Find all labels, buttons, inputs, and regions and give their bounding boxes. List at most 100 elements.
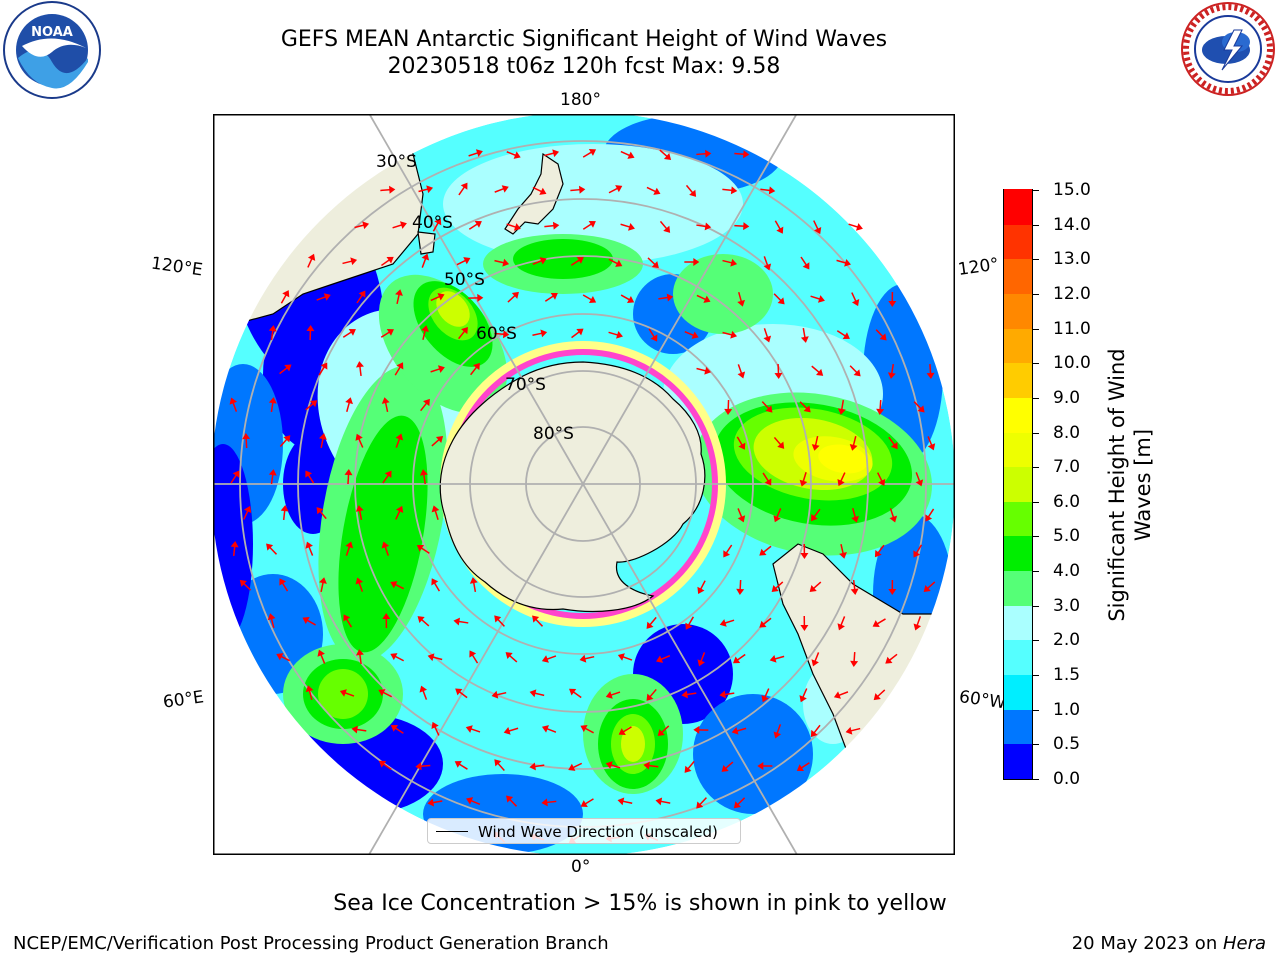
wave-direction-arrow-head xyxy=(399,221,407,229)
wave-direction-arrow-head xyxy=(348,329,356,336)
wave-direction-arrow-head xyxy=(569,688,577,696)
wave-direction-arrow-head xyxy=(816,368,824,376)
wave-direction-arrow-head xyxy=(268,397,277,404)
wave-direction-arrow xyxy=(849,435,858,451)
wave-direction-arrow-head xyxy=(310,400,318,408)
wave-direction-arrow xyxy=(875,329,887,341)
wave-direction-arrow-head xyxy=(421,253,430,261)
wave-direction-arrow xyxy=(419,469,428,485)
wave-direction-arrow xyxy=(342,257,358,266)
wave-direction-arrow-head xyxy=(733,656,741,664)
wave-direction-arrow xyxy=(810,724,821,738)
wave-direction-arrow xyxy=(343,614,353,628)
legend-label: Wind Wave Direction (unscaled) xyxy=(478,823,718,841)
wave-direction-arrow-head xyxy=(578,185,586,194)
wave-direction-arrow xyxy=(316,293,331,301)
wave-direction-arrow xyxy=(837,616,846,631)
lon-label-left-upper: 120°E xyxy=(149,253,204,281)
wave-direction-arrow xyxy=(532,615,544,627)
colorbar-tick-mark xyxy=(1033,709,1039,711)
colorbar-segment xyxy=(1004,224,1032,260)
wave-direction-arrow xyxy=(839,543,847,559)
wave-direction-arrow xyxy=(580,798,594,807)
wave-direction-arrow xyxy=(468,293,484,302)
wave-direction-arrow xyxy=(605,761,621,769)
wave-direction-arrow-head xyxy=(890,442,898,450)
wave-direction-arrow-head xyxy=(355,649,364,656)
wave-direction-arrow-head xyxy=(437,293,445,301)
wave-direction-arrow-head xyxy=(423,398,430,407)
wave-direction-arrow xyxy=(468,221,482,230)
wave-direction-arrow-head xyxy=(540,329,548,338)
wave-direction-arrow-head xyxy=(319,577,327,584)
wave-direction-arrow-head xyxy=(773,515,781,523)
wave-direction-arrow-head xyxy=(925,514,933,522)
wave-direction-arrow-head xyxy=(355,505,364,512)
wave-direction-arrow xyxy=(421,325,429,341)
wave-direction-arrow-head xyxy=(876,408,885,415)
colorbar-tick-label: 9.0 xyxy=(1053,387,1081,408)
wave-direction-arrow-head xyxy=(872,620,880,627)
wave-direction-arrow-head xyxy=(358,290,366,298)
wave-direction-arrow xyxy=(279,435,291,447)
wave-direction-arrow-head xyxy=(320,362,328,370)
wave-direction-arrow-head xyxy=(845,726,853,735)
wave-direction-arrow xyxy=(417,616,430,627)
wave-direction-arrow xyxy=(268,469,277,485)
wave-direction-arrow xyxy=(355,577,364,592)
wave-direction-arrow xyxy=(813,220,822,235)
wave-direction-arrow xyxy=(494,258,510,267)
wave-direction-arrow xyxy=(685,616,694,630)
colorbar-tick-label: 10.0 xyxy=(1053,353,1091,374)
wave-direction-arrow xyxy=(684,331,699,339)
wave-direction-arrow xyxy=(888,436,898,450)
wave-direction-arrow-head xyxy=(552,149,560,158)
meridian-line xyxy=(582,114,798,485)
wave-direction-arrow-head xyxy=(666,293,674,302)
wave-direction-arrow xyxy=(544,221,560,230)
wave-direction-arrow xyxy=(811,652,820,667)
wave-direction-arrow xyxy=(851,508,859,523)
wave-direction-arrow xyxy=(796,762,810,771)
wave-direction-arrow-head xyxy=(362,221,370,230)
wave-direction-arrow xyxy=(617,797,633,806)
colorbar-segment xyxy=(1004,743,1032,779)
wave-direction-arrow xyxy=(390,581,405,590)
wave-direction-arrow-head xyxy=(529,689,537,698)
wave-direction-arrow-head xyxy=(395,505,404,513)
wave-direction-arrow-head xyxy=(266,543,274,551)
wave-direction-arrow xyxy=(355,505,364,521)
wave-direction-arrow xyxy=(458,182,468,196)
wave-direction-arrow-head xyxy=(917,405,925,413)
wave-direction-arrow-head xyxy=(282,290,290,298)
wave-direction-arrow-head xyxy=(777,441,785,449)
wave-direction-arrow xyxy=(608,331,623,339)
wave-direction-arrow-head xyxy=(381,541,390,549)
sea-ice-note: Sea Ice Concentration > 15% is shown in … xyxy=(333,891,947,916)
wave-direction-arrow-head xyxy=(705,149,712,158)
wave-direction-arrow-head xyxy=(799,695,807,703)
wave-direction-arrow xyxy=(696,797,707,809)
wave-direction-arrow-head xyxy=(239,579,247,587)
wave-direction-arrow xyxy=(356,290,366,304)
wave-direction-arrow xyxy=(734,222,750,231)
wave-direction-arrow-head xyxy=(730,258,738,267)
wave-direction-arrow-head xyxy=(465,725,473,733)
wave-direction-arrow-head xyxy=(811,659,819,667)
wave-direction-arrow-head xyxy=(615,259,623,267)
wave-direction-arrow xyxy=(850,651,859,667)
wave-direction-arrow xyxy=(774,363,783,379)
wave-direction-arrow xyxy=(887,363,896,379)
wave-direction-arrow xyxy=(532,186,547,195)
wave-direction-arrow-head xyxy=(769,654,777,663)
wave-direction-arrow xyxy=(390,725,404,734)
wave-direction-arrow xyxy=(380,185,396,194)
wave-direction-arrow xyxy=(646,616,657,629)
colorbar-tick-label: 8.0 xyxy=(1053,422,1081,443)
wave-height-region xyxy=(513,239,613,279)
wave-direction-arrow xyxy=(810,508,821,522)
wave-direction-arrow xyxy=(913,544,923,558)
wave-direction-arrow-head xyxy=(833,691,841,699)
wave-direction-arrow-head xyxy=(743,222,750,231)
wave-direction-arrow-head xyxy=(302,617,310,625)
